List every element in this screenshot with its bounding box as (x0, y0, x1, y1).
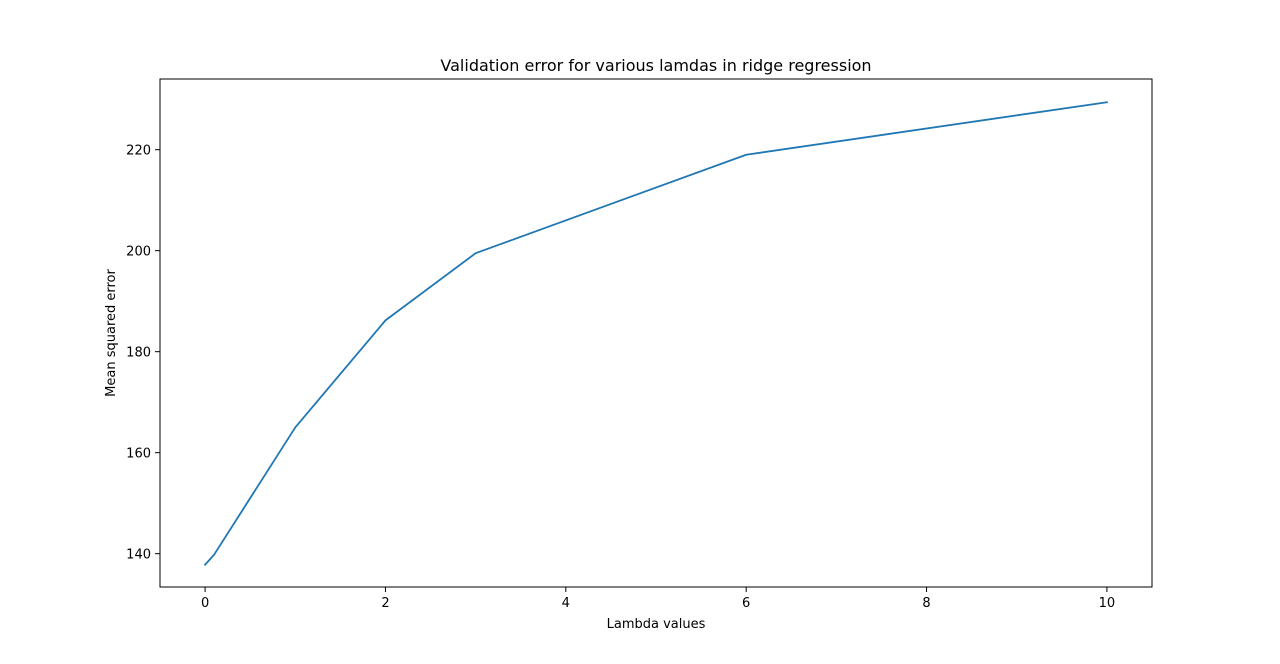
plot-area (159, 78, 1153, 588)
x-tick-label: 2 (381, 596, 389, 611)
x-tick-label: 6 (742, 596, 750, 611)
x-axis: 0 2 4 6 8 10 (201, 587, 1115, 611)
x-tick-label: 0 (201, 596, 209, 611)
plot-frame (159, 78, 1153, 588)
chart-title: Validation error for various lamdas in r… (440, 56, 871, 75)
series-layer (203, 101, 1108, 567)
x-tick-label: 4 (562, 596, 570, 611)
x-axis-label: Lambda values (607, 617, 706, 632)
series-line (203, 101, 1108, 567)
y-axis: 140 160 180 200 220 (126, 144, 160, 563)
x-tick-label: 8 (922, 596, 930, 611)
y-tick-label: 160 (126, 447, 151, 462)
y-tick-label: 200 (126, 245, 151, 260)
y-axis-label: Mean squared error (104, 269, 119, 397)
y-tick-label: 140 (126, 548, 151, 563)
y-tick-label: 180 (126, 346, 151, 361)
y-tick-label: 220 (126, 144, 151, 159)
x-tick-label: 10 (1099, 596, 1116, 611)
